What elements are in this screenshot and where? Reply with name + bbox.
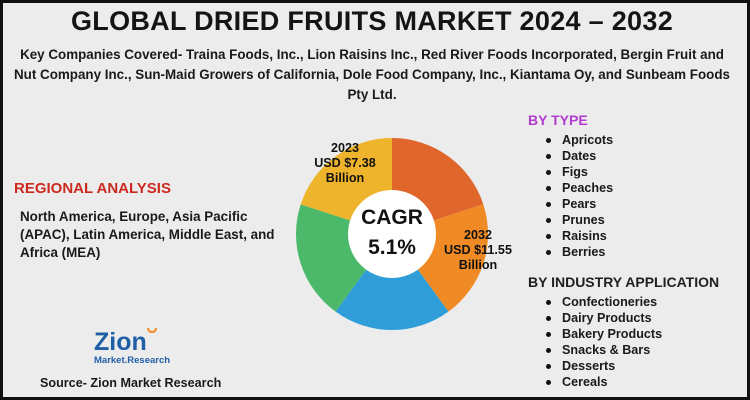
application-item: Confectioneries xyxy=(540,294,662,310)
data-label-2032-year: 2032 xyxy=(463,228,493,242)
type-item: Raisins xyxy=(540,228,613,244)
data-label-2032: 2032 USD $11.55 Billion xyxy=(428,228,528,273)
type-item: Figs xyxy=(540,164,613,180)
zion-logo: Zion Market.Research xyxy=(94,328,170,366)
data-label-2023-unit: Billion xyxy=(325,171,365,185)
type-item: Prunes xyxy=(540,212,613,228)
regional-analysis-heading: REGIONAL ANALYSIS xyxy=(14,180,171,197)
market-donut-chart: CAGR 5.1% xyxy=(296,138,488,330)
logo-wordmark: Zion xyxy=(94,328,147,356)
application-item: Snacks & Bars xyxy=(540,342,662,358)
donut-slice-3 xyxy=(335,234,449,330)
application-item: Dairy Products xyxy=(540,310,662,326)
donut-center xyxy=(348,190,436,278)
source-credit: Source- Zion Market Research xyxy=(40,376,222,390)
logo-subtitle: Market.Research xyxy=(94,355,170,366)
regional-analysis-text: North America, Europe, Asia Pacific (APA… xyxy=(20,209,275,260)
type-item: Peaches xyxy=(540,180,613,196)
data-label-2023-value: USD $7.38 xyxy=(314,156,376,170)
by-application-heading: BY INDUSTRY APPLICATION xyxy=(528,274,720,290)
type-item: Berries xyxy=(540,244,613,260)
data-label-2023-year: 2023 xyxy=(330,141,360,155)
type-item: Dates xyxy=(540,148,613,164)
key-companies-text: Key Companies Covered- Traina Foods, Inc… xyxy=(14,47,730,102)
data-label-2023: 2023 USD $7.38 Billion xyxy=(300,141,390,186)
application-item: Cereals xyxy=(540,374,662,390)
cagr-label: CAGR xyxy=(361,206,423,229)
cagr-value: 5.1% xyxy=(368,236,416,259)
logo-swoosh-icon xyxy=(147,328,158,333)
by-type-heading: BY TYPE xyxy=(528,112,588,128)
by-type-list: Apricots Dates Figs Peaches Pears Prunes… xyxy=(540,132,613,260)
application-item: Bakery Products xyxy=(540,326,662,342)
type-item: Pears xyxy=(540,196,613,212)
application-item: Desserts xyxy=(540,358,662,374)
data-label-2032-value: USD $11.55 xyxy=(444,243,512,257)
page-title: GLOBAL DRIED FRUITS MARKET 2024 – 2032 xyxy=(70,6,674,36)
data-label-2032-unit: Billion xyxy=(458,258,498,272)
by-application-list: Confectioneries Dairy Products Bakery Pr… xyxy=(540,294,662,390)
type-item: Apricots xyxy=(540,132,613,148)
